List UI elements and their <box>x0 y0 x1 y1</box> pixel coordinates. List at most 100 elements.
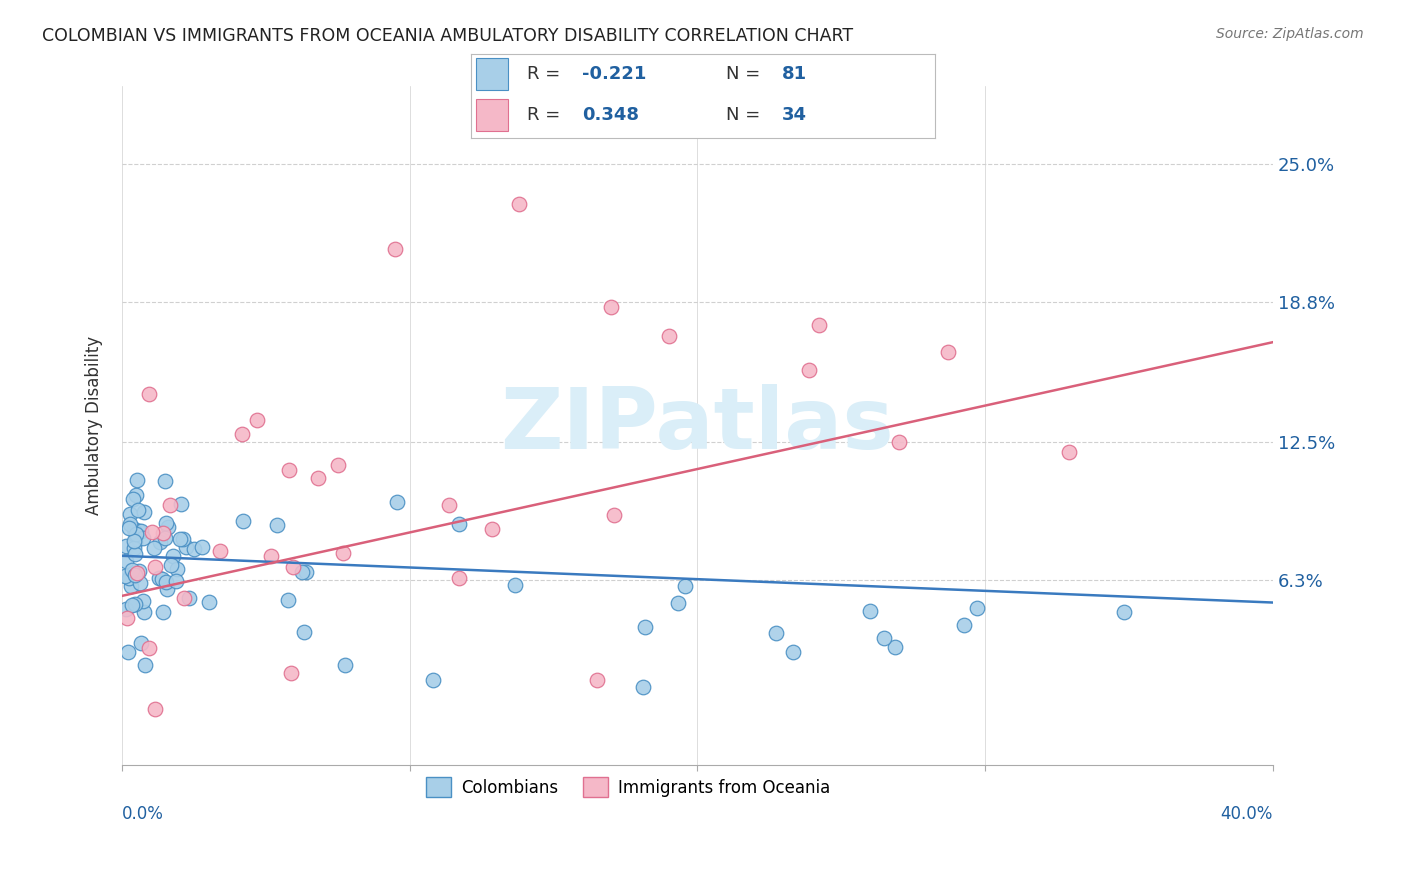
Point <box>283 559 305 574</box>
Point <box>120 508 142 522</box>
Point <box>142 541 165 556</box>
Point <box>260 549 283 563</box>
Point <box>174 541 197 555</box>
Point <box>125 488 148 502</box>
Point <box>422 673 444 688</box>
Point <box>197 595 219 609</box>
Point <box>658 328 681 343</box>
Point <box>117 645 139 659</box>
Point <box>124 535 146 549</box>
Point <box>155 575 177 590</box>
Point <box>280 666 302 681</box>
Point <box>155 516 177 530</box>
Point <box>603 508 626 522</box>
Point <box>155 474 177 488</box>
Text: Source: ZipAtlas.com: Source: ZipAtlas.com <box>1216 27 1364 41</box>
Y-axis label: Ambulatory Disability: Ambulatory Disability <box>86 336 103 516</box>
Point <box>666 596 689 610</box>
Point <box>125 566 148 580</box>
Point <box>884 640 907 655</box>
Point <box>1114 605 1136 619</box>
Point <box>873 632 896 646</box>
Point <box>631 680 654 694</box>
Point <box>122 522 145 536</box>
FancyBboxPatch shape <box>475 58 508 90</box>
Point <box>765 625 787 640</box>
Point <box>152 605 174 619</box>
Point <box>673 579 696 593</box>
Point <box>129 524 152 539</box>
Point <box>134 657 156 672</box>
Point <box>125 473 148 487</box>
Point <box>121 598 143 612</box>
Text: 81: 81 <box>782 65 807 83</box>
Point <box>966 600 988 615</box>
Text: 40.0%: 40.0% <box>1220 805 1272 823</box>
Point <box>183 542 205 557</box>
Point <box>156 582 179 596</box>
Point <box>162 549 184 564</box>
Point <box>159 498 181 512</box>
Legend: Colombians, Immigrants from Oceania: Colombians, Immigrants from Oceania <box>419 771 837 804</box>
Point <box>936 344 959 359</box>
Point <box>115 539 138 553</box>
Point <box>447 516 470 531</box>
Point <box>508 197 530 211</box>
Point <box>124 568 146 582</box>
Point <box>155 531 177 545</box>
Point <box>124 597 146 611</box>
Point <box>150 572 173 586</box>
Point <box>952 617 974 632</box>
Point <box>179 591 201 605</box>
Point <box>481 522 503 536</box>
Point <box>173 591 195 605</box>
Point <box>172 532 194 546</box>
Point <box>132 594 155 608</box>
Point <box>132 505 155 519</box>
Point <box>128 524 150 539</box>
Point <box>295 565 318 579</box>
Point <box>1057 445 1080 459</box>
Point <box>148 571 170 585</box>
Text: N =: N = <box>727 65 766 83</box>
FancyBboxPatch shape <box>475 99 508 131</box>
Point <box>277 463 299 477</box>
Point <box>138 387 160 401</box>
Point <box>232 514 254 528</box>
Point <box>141 525 163 540</box>
Point <box>292 625 315 640</box>
Point <box>132 605 155 619</box>
Point <box>118 521 141 535</box>
Text: R =: R = <box>527 65 565 83</box>
Point <box>143 702 166 716</box>
Point <box>808 318 831 332</box>
Point <box>132 532 155 546</box>
Point <box>291 566 314 580</box>
Point <box>124 534 146 549</box>
Point <box>165 574 187 588</box>
Point <box>122 541 145 556</box>
Point <box>129 576 152 591</box>
Point <box>634 620 657 634</box>
Point <box>799 363 821 377</box>
Point <box>170 497 193 511</box>
Point <box>127 503 149 517</box>
Point <box>333 657 356 672</box>
Point <box>859 604 882 618</box>
Point <box>117 611 139 625</box>
Point <box>156 520 179 534</box>
Point <box>166 561 188 575</box>
Point <box>128 565 150 579</box>
Point <box>138 640 160 655</box>
Text: ZIPatlas: ZIPatlas <box>501 384 894 467</box>
Point <box>332 546 354 560</box>
Point <box>231 426 253 441</box>
Point <box>384 242 406 256</box>
Point <box>209 544 232 558</box>
Point <box>307 471 329 485</box>
Point <box>121 491 143 506</box>
Point <box>159 558 181 572</box>
Text: 0.0%: 0.0% <box>122 805 165 823</box>
Point <box>115 602 138 616</box>
Point <box>120 579 142 593</box>
